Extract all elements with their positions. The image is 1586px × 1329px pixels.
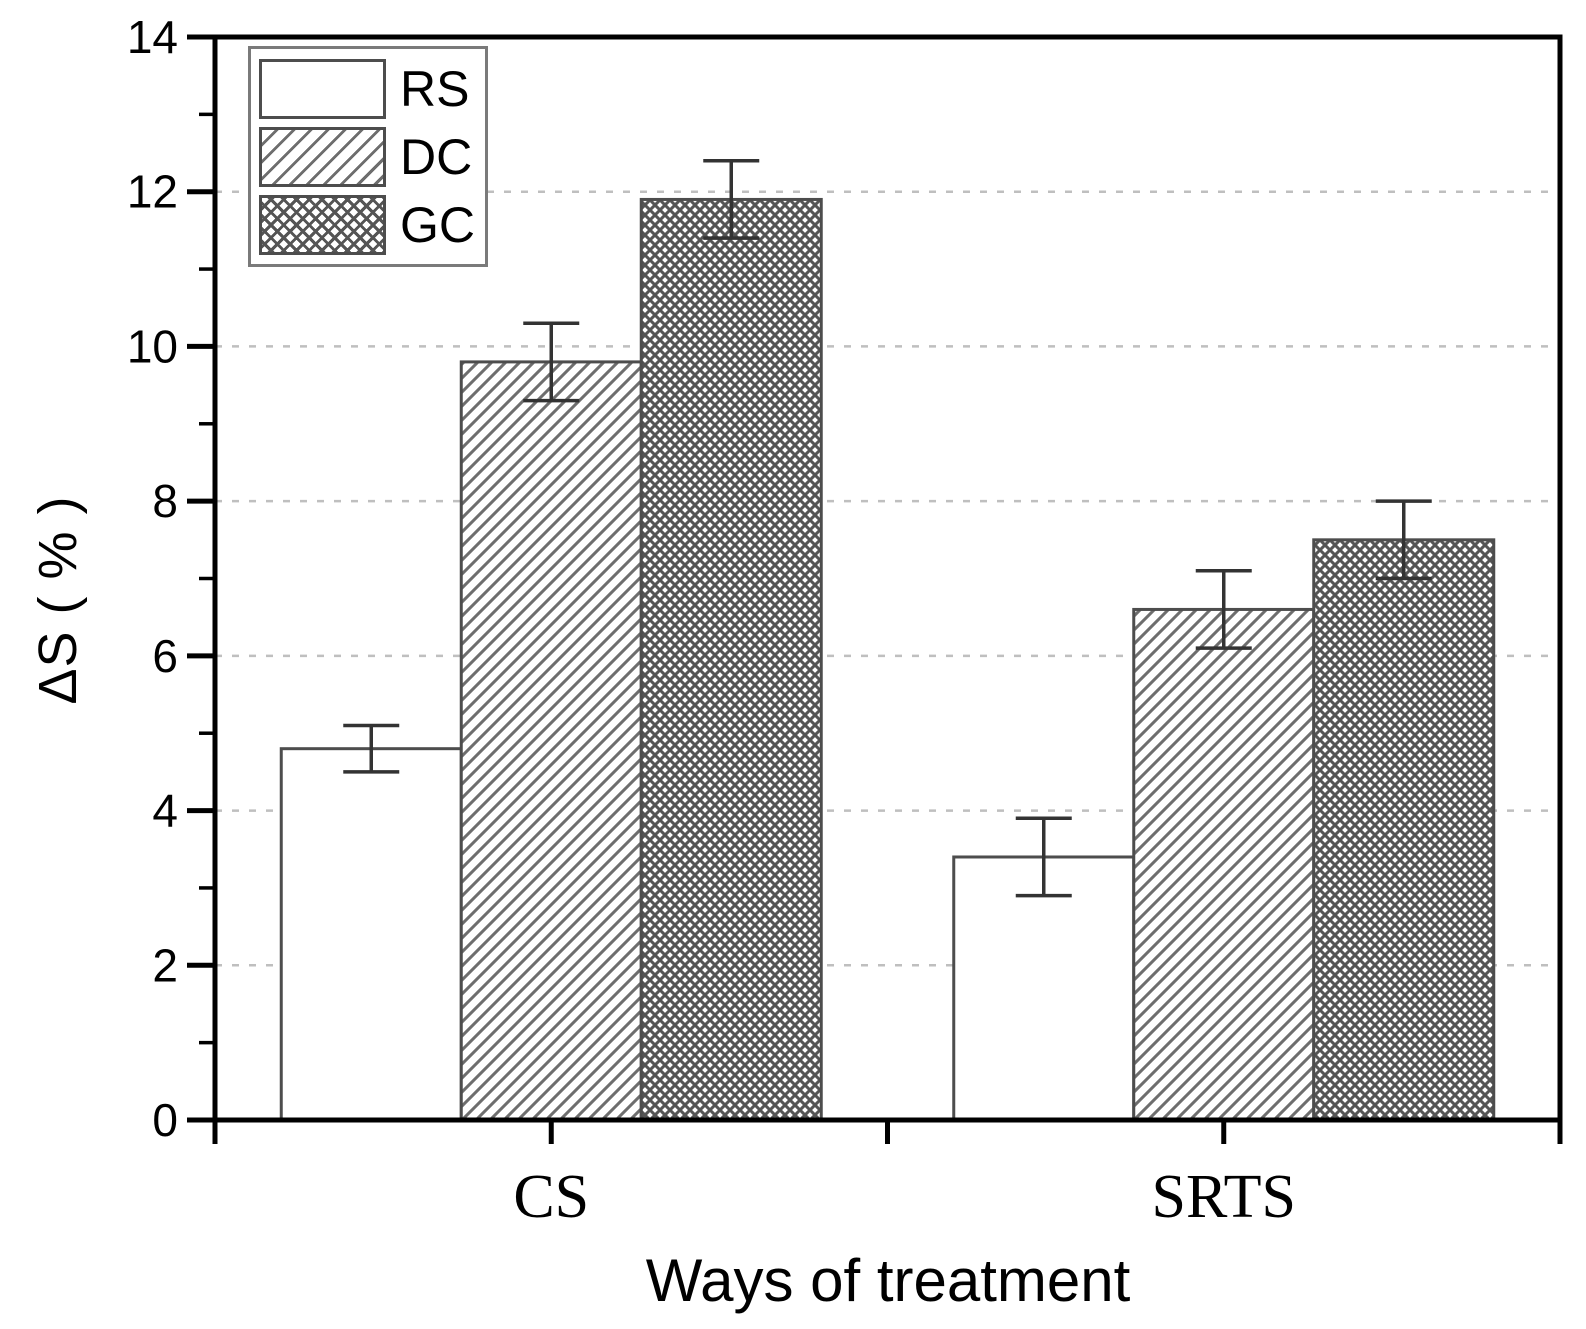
- y-tick-label-12: 12: [127, 166, 178, 218]
- legend-row-rs: RS: [259, 58, 485, 119]
- legend-row-gc: GC: [259, 194, 485, 255]
- error-bar-cs-gc: [703, 159, 760, 240]
- legend: RS DC GC: [248, 46, 488, 267]
- bar-srts-rs: [952, 855, 1136, 1122]
- category-label-cs: CS: [513, 1163, 590, 1231]
- error-bar-srts-dc: [1195, 569, 1252, 650]
- error-bar-cs-rs: [343, 723, 400, 774]
- category-label-srts: SRTS: [1151, 1163, 1296, 1231]
- legend-swatch-gc: [259, 194, 386, 255]
- bar-srts-gc: [1312, 538, 1496, 1122]
- bar-cs-dc: [459, 360, 643, 1122]
- error-bars-layer: [343, 159, 1432, 898]
- bar-cs-gc: [639, 197, 823, 1122]
- y-tick-label-0: 0: [152, 1094, 178, 1146]
- bar-srts-dc: [1132, 607, 1316, 1122]
- y-tick-label-8: 8: [152, 475, 178, 527]
- x-axis-label: Ways of treatment: [645, 1247, 1131, 1314]
- legend-swatch-dc: [259, 126, 386, 187]
- y-tick-label-2: 2: [152, 939, 178, 991]
- ticks-layer: [187, 34, 1563, 1144]
- error-bar-srts-rs: [1015, 816, 1072, 898]
- y-tick-label-6: 6: [152, 630, 178, 682]
- error-bar-srts-gc: [1375, 499, 1432, 581]
- tick-labels-layer: 0 2 4 6 8 10 12 14: [127, 11, 178, 1146]
- y-tick-label-4: 4: [152, 785, 178, 837]
- legend-label-gc: GC: [400, 196, 475, 253]
- bar-cs-rs: [279, 747, 463, 1122]
- y-tick-label-14: 14: [127, 11, 178, 63]
- legend-label-dc: DC: [400, 128, 473, 185]
- y-tick-label-10: 10: [127, 320, 178, 372]
- y-axis-label: ΔS ( % ): [28, 495, 88, 705]
- error-bar-cs-dc: [523, 321, 580, 403]
- legend-label-rs: RS: [400, 60, 470, 117]
- legend-swatch-rs: [259, 58, 386, 119]
- bars-layer: [279, 197, 1496, 1122]
- legend-row-dc: DC: [259, 126, 485, 187]
